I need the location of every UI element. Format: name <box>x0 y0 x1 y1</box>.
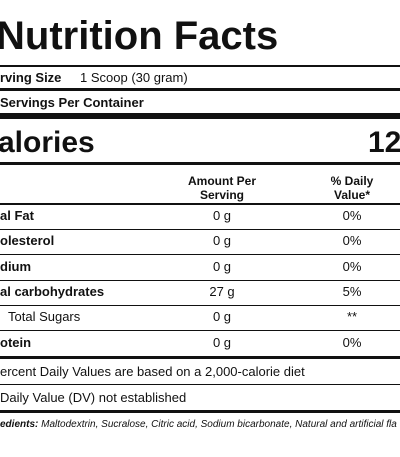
nutrient-name: al Fat <box>0 208 34 223</box>
nutrient-name: Total Sugars <box>8 309 81 325</box>
ingredients-text: Maltodextrin, Sucralose, Citric acid, So… <box>41 419 397 430</box>
amount: 0 g <box>212 208 232 223</box>
rule <box>0 65 400 67</box>
nutrient-name: al carbohydrates <box>0 283 105 299</box>
rule <box>0 113 400 119</box>
rule <box>0 229 400 230</box>
calories-label: alories <box>0 126 95 159</box>
servings-per-container: Servings Per Container <box>0 95 144 110</box>
nutrient-name: otein <box>0 334 32 350</box>
nutrient-name: dium <box>0 258 32 274</box>
serving-value: 1 Scoop (30 gram) <box>80 70 188 85</box>
amount: 0 g <box>212 334 232 350</box>
rule <box>0 330 400 332</box>
daily-value: 5% <box>342 283 362 299</box>
column-header: % Daily Value* <box>330 174 374 202</box>
ingredients-label: edients: <box>0 419 39 430</box>
rule <box>0 162 400 165</box>
rule <box>0 254 400 256</box>
rule <box>0 384 400 385</box>
daily-value: 0% <box>342 258 362 274</box>
title: Nutrition Facts <box>0 14 279 58</box>
rule <box>0 355 400 359</box>
daily-value: 0% <box>342 233 362 249</box>
nutrient-name: olesterol <box>0 233 55 249</box>
ingredients: edients: Maltodextrin, Sucralose, Citric… <box>0 419 397 430</box>
daily-value: 0% <box>342 208 362 223</box>
column-header: Amount Per Serving <box>187 174 257 202</box>
amount: 27 g <box>209 283 235 299</box>
rule <box>0 203 400 205</box>
amount: 0 g <box>212 233 232 249</box>
amount: 0 g <box>212 258 232 274</box>
rule <box>0 279 400 281</box>
rule <box>0 304 400 306</box>
rule <box>0 410 400 413</box>
serving-label: rving Size <box>0 70 62 85</box>
daily-value: 0% <box>342 334 362 350</box>
calories-value: 12 <box>368 126 400 159</box>
amount: 0 g <box>212 309 232 325</box>
footnote: Daily Value (DV) not established <box>0 390 187 405</box>
footnote: ercent Daily Values are based on a 2,000… <box>0 364 305 379</box>
daily-value: ** <box>346 309 358 325</box>
rule <box>0 88 400 91</box>
